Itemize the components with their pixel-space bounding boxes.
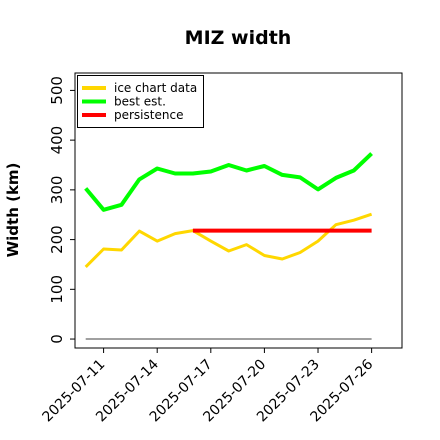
y-tick-label: 300 — [48, 176, 66, 205]
chart-title: MIZ width — [185, 27, 292, 49]
plot-area: 01002003004005002025-07-112025-07-142025… — [40, 72, 403, 425]
y-tick-label: 200 — [48, 225, 66, 254]
series-line-best-est- — [84, 152, 373, 212]
y-tick-label: 500 — [48, 76, 66, 105]
legend-label: ice chart data — [114, 81, 197, 95]
y-tick-label: 100 — [48, 275, 66, 304]
plot-frame — [74, 72, 403, 349]
y-tick-label: 0 — [48, 334, 66, 344]
series-line-ice-chart-data — [84, 212, 373, 268]
legend-label: persistence — [114, 108, 183, 122]
y-tick-label: 400 — [48, 126, 66, 155]
legend-label: best est. — [114, 95, 166, 109]
y-axis-label: Width (km) — [4, 163, 22, 258]
